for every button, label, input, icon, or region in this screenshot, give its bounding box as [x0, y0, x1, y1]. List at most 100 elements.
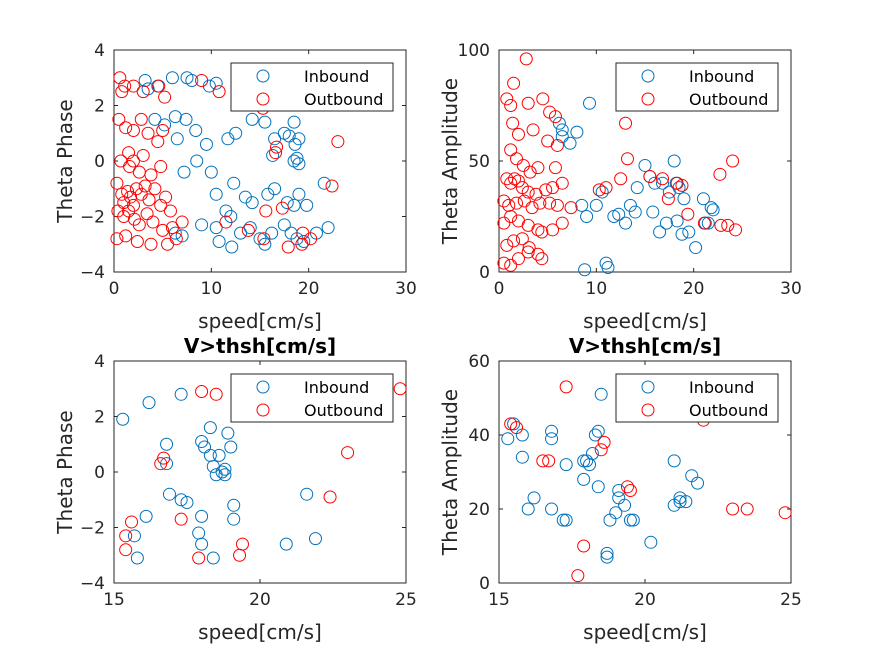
data-point-inbound: [507, 417, 521, 431]
data-point-inbound: [321, 221, 335, 235]
plot-panel-bottom-left: 15 20 25 −4 −2 0 2 4 speed[cm/s] Theta Phase V>ths…: [53, 334, 417, 644]
data-point-outbound: [122, 146, 136, 160]
data-point-inbound: [209, 187, 223, 201]
data-point-outbound: [158, 90, 172, 104]
data-point-outbound: [169, 232, 183, 246]
data-point-outbound: [112, 112, 126, 126]
data-point-outbound: [536, 454, 550, 468]
data-point-outbound: [115, 85, 129, 99]
data-point-outbound: [506, 116, 520, 130]
data-point-outbound: [542, 454, 556, 468]
data-point-inbound: [527, 491, 541, 505]
data-point-inbound: [580, 210, 594, 223]
data-point-outbound: [138, 179, 152, 193]
data-point-outbound: [531, 161, 545, 175]
data-point-inbound: [588, 428, 602, 442]
data-point-inbound: [630, 181, 644, 195]
x-tick-label: 30: [395, 279, 417, 299]
data-point-inbound: [175, 229, 189, 243]
data-point-inbound: [185, 74, 199, 88]
data-point-outbound: [714, 218, 728, 232]
data-point-outbound: [507, 76, 521, 90]
data-point-outbound: [510, 421, 524, 435]
data-point-outbound: [594, 443, 608, 457]
data-point-inbound: [575, 198, 589, 212]
data-point-outbound: [126, 123, 140, 137]
data-point-outbound: [592, 183, 606, 197]
data-point-outbound: [119, 121, 133, 135]
data-point-outbound: [548, 110, 562, 124]
legend-marker-inbound: [641, 69, 655, 83]
data-point-inbound: [225, 240, 239, 254]
x-tick-label: 20: [298, 279, 320, 299]
data-point-inbound: [659, 216, 673, 230]
data-point-outbound: [550, 198, 564, 212]
y-tick-label: −2: [80, 208, 105, 228]
data-point-inbound: [679, 495, 693, 509]
data-point-outbound: [151, 135, 165, 149]
data-point-inbound: [515, 450, 529, 464]
data-point-outbound: [778, 506, 792, 520]
data-point-inbound: [563, 136, 577, 150]
plot-title: V>thsh[cm/s]: [569, 334, 721, 358]
data-point-outbound: [531, 247, 545, 261]
data-point-inbound: [292, 187, 306, 201]
data-point-outbound: [304, 232, 318, 246]
data-point-inbound: [545, 424, 559, 438]
data-point-inbound: [648, 176, 662, 190]
data-point-outbound: [675, 178, 689, 192]
data-point-inbound: [266, 148, 280, 162]
data-point-inbound: [212, 448, 226, 462]
data-point-outbound: [152, 79, 166, 93]
data-point-outbound: [148, 182, 162, 196]
data-point-outbound: [508, 172, 522, 186]
y-tick-label: 2: [94, 97, 105, 117]
legend: Inbound Outbound: [230, 373, 394, 423]
data-point-inbound: [245, 112, 259, 126]
y-tick-label: 50: [468, 152, 490, 172]
data-point-inbound: [559, 458, 573, 472]
data-point-inbound: [570, 125, 584, 139]
data-point-outbound: [555, 176, 569, 190]
data-point-outbound: [281, 240, 295, 254]
data-point-outbound: [539, 183, 553, 197]
data-point-inbound: [170, 132, 184, 146]
data-point-outbound: [500, 92, 514, 106]
data-point-outbound: [643, 170, 657, 184]
y-tick-label: 0: [479, 574, 490, 594]
data-point-inbound: [292, 132, 306, 146]
data-point-inbound: [297, 234, 311, 248]
data-point-inbound: [646, 205, 660, 219]
legend-label-outbound: Outbound: [689, 90, 768, 109]
data-point-outbound: [174, 512, 188, 526]
data-point-inbound: [308, 532, 322, 546]
data-point-inbound: [644, 535, 658, 549]
y-tick-label: 0: [94, 463, 105, 483]
data-point-inbound: [227, 498, 241, 512]
data-point-outbound: [126, 79, 140, 93]
x-tick-label: 30: [780, 279, 802, 299]
data-point-inbound: [195, 218, 209, 232]
data-point-inbound: [667, 498, 681, 512]
data-point-inbound: [177, 165, 191, 179]
y-tick-label: 0: [479, 263, 490, 283]
data-point-inbound: [595, 185, 609, 199]
data-point-inbound: [670, 214, 684, 228]
data-point-inbound: [227, 512, 241, 526]
plot-panel-top-right: 0 10 20 30 0 50 100 speed[cm/s] Theta Amplitude I…: [438, 41, 802, 333]
data-point-inbound: [628, 205, 642, 219]
y-tick-label: 40: [468, 426, 490, 446]
data-point-outbound: [175, 215, 189, 229]
data-point-inbound: [179, 112, 193, 126]
data-point-outbound: [564, 201, 578, 215]
data-point-outbound: [241, 223, 255, 237]
y-tick-label: 0: [94, 152, 105, 172]
data-point-inbound: [268, 132, 282, 146]
data-point-outbound: [331, 135, 345, 149]
data-point-outbound: [132, 218, 146, 232]
data-point-inbound: [195, 509, 209, 523]
x-tick-label: 20: [683, 279, 705, 299]
x-tick-label: 25: [395, 590, 417, 610]
data-point-inbound: [556, 513, 570, 527]
